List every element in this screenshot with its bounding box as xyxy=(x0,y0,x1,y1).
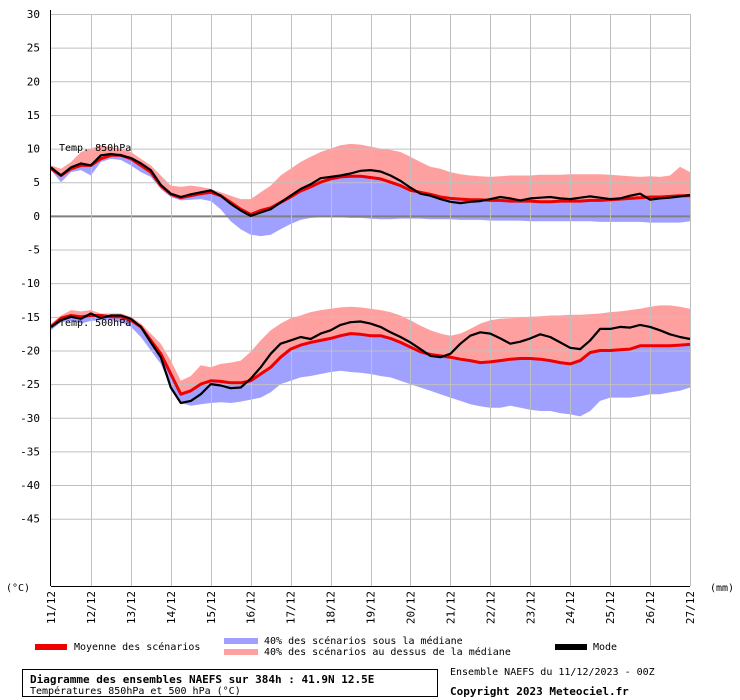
y-tick-label: 25 xyxy=(27,42,40,55)
y-tick-label: -25 xyxy=(20,378,40,391)
y-tick-label: -35 xyxy=(20,445,40,458)
x-tick-label: 25/12 xyxy=(604,591,617,624)
annotation-500hpa: Temp. 500hPa xyxy=(59,318,131,329)
mode-line-500hPa xyxy=(50,312,691,405)
chart-subtitle: Températures 850hPa et 500 hPa (°C) xyxy=(30,686,241,697)
legend-swatch-mode xyxy=(555,644,587,650)
y-tick-label: 10 xyxy=(27,143,40,156)
mean-line-500hPa xyxy=(50,314,691,396)
y-tick-label: 5 xyxy=(33,176,40,189)
x-tick-label: 11/12 xyxy=(45,591,58,624)
y-tick-label: -10 xyxy=(20,277,40,290)
y-unit-left: (°C) xyxy=(6,583,30,594)
legend-swatch-mean xyxy=(35,644,67,650)
y-tick-label: 20 xyxy=(27,75,40,88)
axis-labels: 30 25 20 15 10 5 0 -5 -10 -15 -20 -25 -30 -35 -40 -45 11… xyxy=(6,8,734,624)
y-tick-label: 15 xyxy=(27,109,40,122)
y-tick-label: -30 xyxy=(20,412,40,425)
y-tick-label: -5 xyxy=(27,244,40,257)
y-tick-label: 0 xyxy=(33,210,40,223)
y-tick-label: -15 xyxy=(20,311,40,324)
legend-label-lower-band: 40% des scénarios sous la médiane xyxy=(264,636,463,647)
legend-label-mean: Moyenne des scénarios xyxy=(74,642,201,653)
legend-swatch-upper-band xyxy=(224,649,258,655)
x-tick-label: 21/12 xyxy=(444,591,457,624)
chart-title: Diagramme des ensembles NAEFS sur 384h :… xyxy=(30,673,375,686)
mode-line-850hPa xyxy=(50,152,691,217)
copyright: Copyright 2023 Meteociel.fr xyxy=(450,685,629,698)
x-tick-label: 26/12 xyxy=(644,591,657,624)
x-tick-label: 19/12 xyxy=(365,591,378,624)
axes xyxy=(50,10,690,587)
grid-lines xyxy=(51,14,691,586)
chart-title-box: Diagramme des ensembles NAEFS sur 384h :… xyxy=(22,669,438,697)
x-tick-label: 24/12 xyxy=(564,591,577,624)
ensemble-chart: 30 25 20 15 10 5 0 -5 -10 -15 -20 -25 -30 -35 -40 -45 11… xyxy=(6,8,734,624)
series-lines xyxy=(50,152,691,405)
x-tick-label: 22/12 xyxy=(484,591,497,624)
legend-label-upper-band: 40% des scénarios au dessus de la médian… xyxy=(264,647,511,658)
x-tick-label: 18/12 xyxy=(325,591,338,624)
x-tick-label: 16/12 xyxy=(245,591,258,624)
x-tick-label: 13/12 xyxy=(125,591,138,624)
x-tick-label: 27/12 xyxy=(684,591,697,624)
x-tick-label: 14/12 xyxy=(165,591,178,624)
spread-bands xyxy=(51,143,690,417)
y-unit-right: (mm) xyxy=(710,583,734,594)
y-tick-label: -20 xyxy=(20,344,40,357)
y-tick-label: -40 xyxy=(20,479,40,492)
x-tick-label: 12/12 xyxy=(85,591,98,624)
annotation-850hpa: Temp. 850hPa xyxy=(59,143,131,154)
legend-swatch-lower-band xyxy=(224,638,258,644)
y-tick-label: 30 xyxy=(27,8,40,21)
x-tick-label: 15/12 xyxy=(205,591,218,624)
x-tick-label: 17/12 xyxy=(285,591,298,624)
y-tick-label: -45 xyxy=(20,513,40,526)
x-tick-label: 23/12 xyxy=(524,591,537,624)
run-info: Ensemble NAEFS du 11/12/2023 - 00Z xyxy=(450,667,655,678)
legend-label-mode: Mode xyxy=(593,642,618,653)
x-tick-label: 20/12 xyxy=(404,591,417,624)
